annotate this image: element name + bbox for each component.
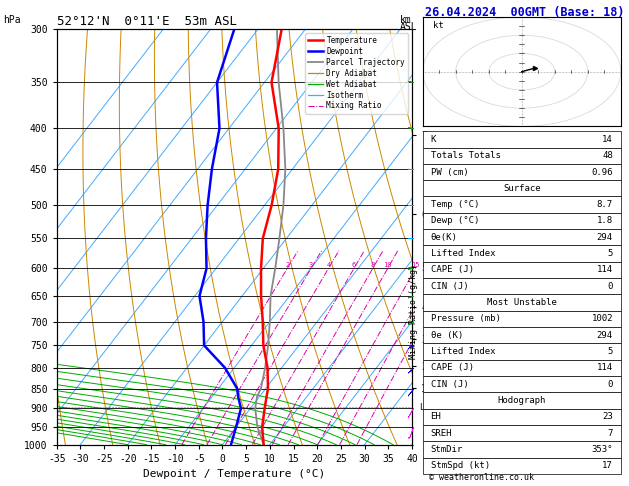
Bar (423, 392, 621, 409)
Bar (423, 311, 621, 327)
Text: LCL: LCL (419, 403, 434, 412)
Text: Dewp (°C): Dewp (°C) (431, 216, 479, 226)
Text: 17: 17 (602, 461, 613, 470)
Text: 0: 0 (608, 282, 613, 291)
Text: 1.8: 1.8 (597, 216, 613, 226)
Bar (423, 278, 621, 295)
Text: Surface: Surface (503, 184, 540, 193)
Text: 7: 7 (608, 429, 613, 437)
Bar (423, 131, 621, 148)
Bar (423, 327, 621, 343)
Bar (423, 148, 621, 164)
Text: 114: 114 (597, 364, 613, 372)
Text: 48: 48 (602, 151, 613, 160)
Text: CAPE (J): CAPE (J) (431, 265, 474, 275)
Text: hPa: hPa (3, 15, 21, 25)
Text: 114: 114 (597, 265, 613, 275)
Text: 23: 23 (602, 412, 613, 421)
Bar (423, 457, 621, 474)
Bar (423, 213, 621, 229)
Text: Lifted Index: Lifted Index (431, 249, 495, 258)
Text: PW (cm): PW (cm) (431, 168, 468, 176)
Bar (423, 360, 621, 376)
Text: Hodograph: Hodograph (498, 396, 546, 405)
Text: θe (K): θe (K) (431, 330, 463, 340)
Text: CIN (J): CIN (J) (431, 282, 468, 291)
Text: Temp (°C): Temp (°C) (431, 200, 479, 209)
Text: 6: 6 (352, 262, 356, 268)
Bar (423, 409, 621, 425)
Text: 0: 0 (608, 380, 613, 389)
Text: © weatheronline.co.uk: © weatheronline.co.uk (429, 473, 534, 482)
Bar (423, 343, 621, 360)
Bar (423, 376, 621, 392)
Text: 4: 4 (326, 262, 331, 268)
Text: CIN (J): CIN (J) (431, 380, 468, 389)
Text: Mixing Ratio (g/kg): Mixing Ratio (g/kg) (409, 263, 418, 359)
Text: 294: 294 (597, 330, 613, 340)
Text: 5: 5 (608, 249, 613, 258)
Text: EH: EH (431, 412, 442, 421)
Text: 2: 2 (285, 262, 289, 268)
Text: Most Unstable: Most Unstable (487, 298, 557, 307)
Text: CAPE (J): CAPE (J) (431, 364, 474, 372)
Legend: Temperature, Dewpoint, Parcel Trajectory, Dry Adiabat, Wet Adiabat, Isotherm, Mi: Temperature, Dewpoint, Parcel Trajectory… (305, 33, 408, 114)
Text: SREH: SREH (431, 429, 452, 437)
Bar (423, 164, 621, 180)
Text: ASL: ASL (399, 22, 417, 32)
Text: StmDir: StmDir (431, 445, 463, 454)
Text: Totals Totals: Totals Totals (431, 151, 501, 160)
Text: 8: 8 (370, 262, 375, 268)
Bar (423, 441, 621, 457)
Text: 52°12'N  0°11'E  53m ASL: 52°12'N 0°11'E 53m ASL (57, 15, 237, 28)
Text: K: K (431, 135, 436, 144)
Text: 5: 5 (608, 347, 613, 356)
Bar (423, 229, 621, 245)
Text: 3: 3 (309, 262, 313, 268)
Bar (423, 262, 621, 278)
Text: 8.7: 8.7 (597, 200, 613, 209)
Text: 1002: 1002 (591, 314, 613, 323)
Text: 25: 25 (448, 262, 457, 268)
Bar (423, 180, 621, 196)
Text: 26.04.2024  00GMT (Base: 18): 26.04.2024 00GMT (Base: 18) (425, 6, 624, 19)
Text: θe(K): θe(K) (431, 233, 457, 242)
Text: 10: 10 (384, 262, 392, 268)
Bar (423, 245, 621, 262)
Text: 14: 14 (602, 135, 613, 144)
Text: Lifted Index: Lifted Index (431, 347, 495, 356)
Text: 294: 294 (597, 233, 613, 242)
Bar (423, 425, 621, 441)
Bar (423, 295, 621, 311)
Text: kt: kt (433, 21, 443, 30)
Text: km: km (399, 15, 411, 25)
Text: 353°: 353° (591, 445, 613, 454)
X-axis label: Dewpoint / Temperature (°C): Dewpoint / Temperature (°C) (143, 469, 325, 479)
Text: Pressure (mb): Pressure (mb) (431, 314, 501, 323)
Text: StmSpd (kt): StmSpd (kt) (431, 461, 490, 470)
Text: 20: 20 (432, 262, 440, 268)
Text: 15: 15 (411, 262, 420, 268)
Text: 0.96: 0.96 (591, 168, 613, 176)
Bar (423, 196, 621, 213)
